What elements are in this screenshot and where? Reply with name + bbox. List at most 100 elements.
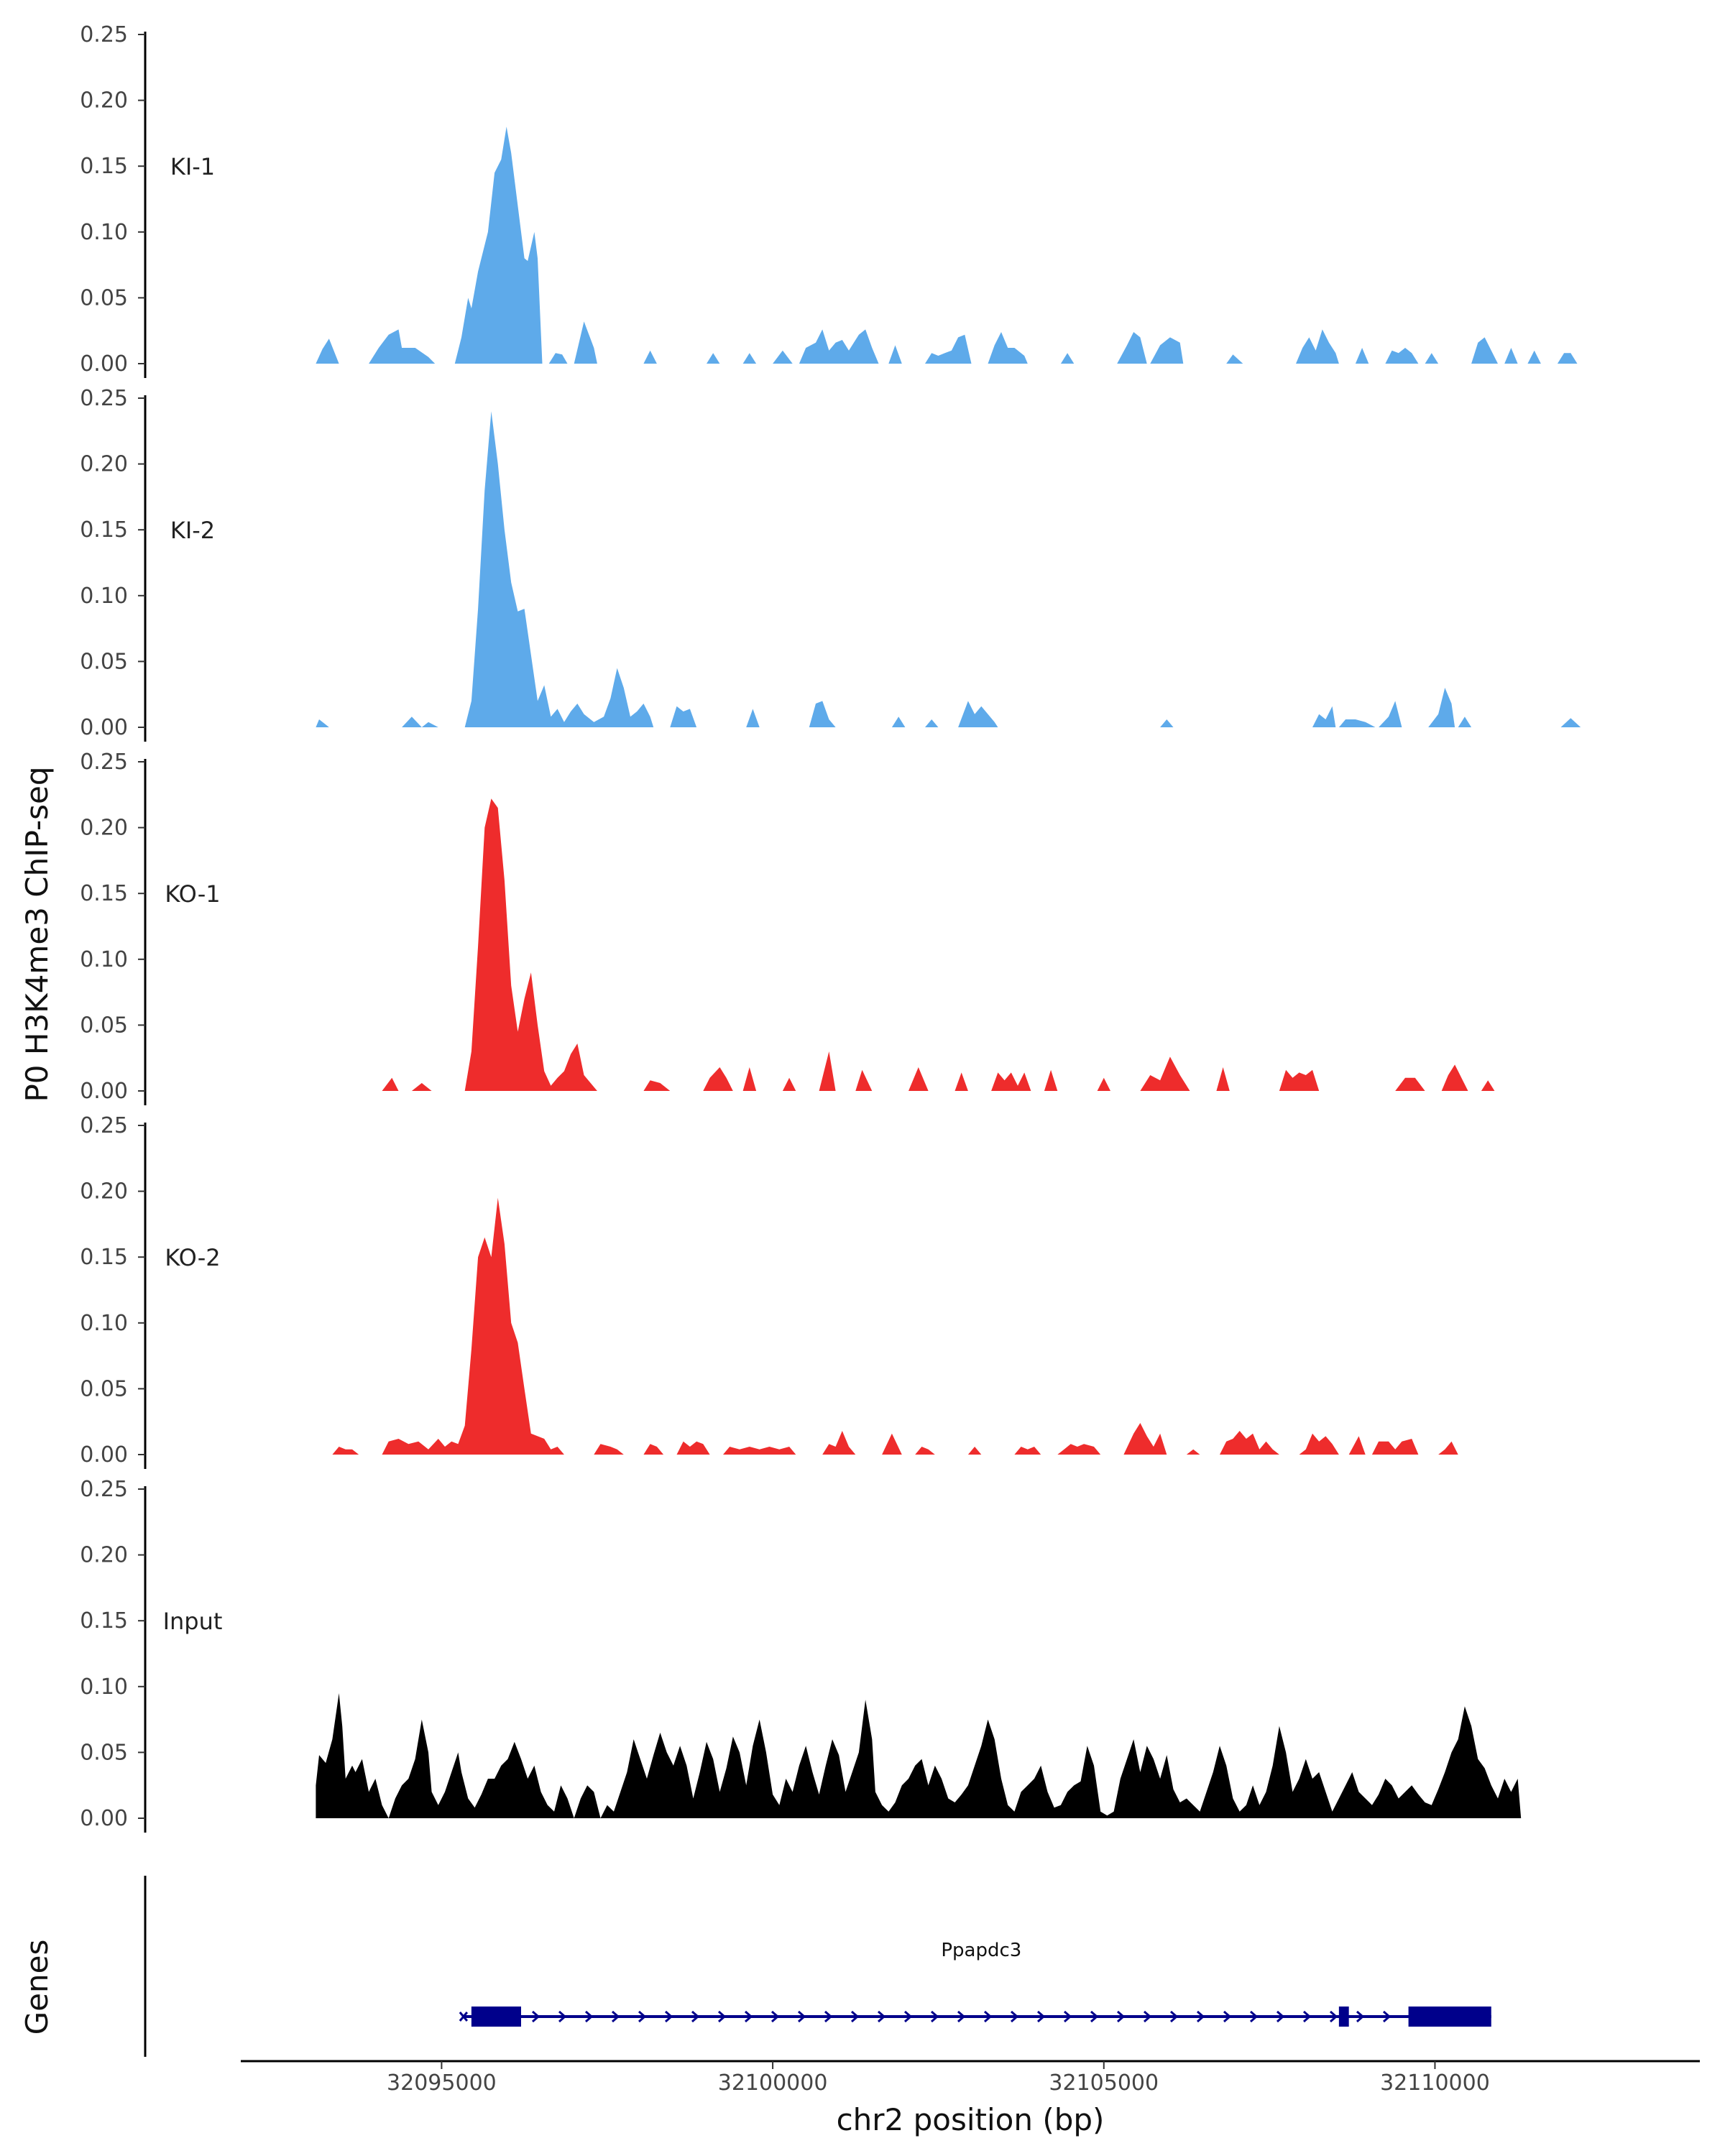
strand-arrow	[903, 2010, 913, 2023]
y-tick-label: 0.15	[80, 1608, 128, 1634]
signal-peak	[1481, 1080, 1495, 1091]
y-tick-label: 0.15	[80, 881, 128, 906]
signal-peak	[594, 1444, 624, 1455]
y-tick-label: 0.15	[80, 517, 128, 543]
y-tick-label: 0.20	[80, 88, 128, 114]
signal-peak	[1504, 348, 1518, 364]
signal-peak	[1471, 337, 1498, 364]
signal-peak	[1425, 353, 1439, 364]
gene-exon	[1338, 2007, 1349, 2027]
strand-arrow	[797, 2010, 806, 2023]
y-tick-label: 0.10	[80, 947, 128, 972]
signal-peak	[782, 1077, 796, 1091]
y-tick-label: 0.25	[80, 1477, 128, 1502]
strand-arrow	[1090, 2010, 1099, 2023]
y-tick-label: 0.00	[80, 1079, 128, 1104]
track-input: 0.00 0.05 0.10 0.15 0.20 0.25 Input	[80, 1477, 1522, 1833]
track-label: KI-1	[170, 153, 215, 180]
signal-peak	[1438, 1441, 1458, 1455]
signal-peak	[670, 706, 697, 727]
signal-peak	[1150, 337, 1184, 364]
signal-peak	[742, 353, 757, 364]
signal-peak	[382, 1197, 564, 1455]
x-tick-label: 32105000	[1049, 2070, 1159, 2096]
signal-peak	[1279, 1069, 1320, 1091]
y-tick-label: 0.00	[80, 1442, 128, 1468]
x-tick-label: 32100000	[718, 2070, 828, 2096]
x-axis-title: chr2 position (bp)	[837, 2102, 1105, 2137]
tracks-layer: 0.00 0.05 0.10 0.15 0.20 0.25 KI-1 0.00 0.05 0.10…	[80, 22, 1581, 1833]
track-label: KI-2	[170, 517, 215, 544]
signal-peak	[388, 1719, 574, 1818]
track-ko-1: 0.00 0.05 0.10 0.15 0.20 0.25 KO-1	[80, 750, 1495, 1105]
genes-axis-title: Genes	[19, 1940, 55, 2035]
strand-arrow	[1356, 2010, 1365, 2023]
y-tick-label: 0.00	[80, 715, 128, 740]
signal-peak	[1226, 354, 1243, 364]
signal-peak	[773, 350, 793, 364]
y-tick-label: 0.15	[80, 154, 128, 179]
signal-peak	[925, 334, 972, 364]
strand-arrow	[1382, 2010, 1392, 2023]
strand-arrow	[1036, 2010, 1046, 2023]
signal-peak	[1216, 1067, 1230, 1091]
signal-peak	[822, 1431, 856, 1455]
strand-arrow	[1063, 2010, 1072, 2023]
track-label: KO-1	[165, 880, 220, 908]
signal-peak	[369, 329, 436, 364]
signal-peak	[464, 798, 597, 1091]
strand-arrow	[1329, 2010, 1338, 2023]
strand-arrow	[584, 2010, 594, 2023]
track-ki-1: 0.00 0.05 0.10 0.15 0.20 0.25 KI-1	[80, 22, 1578, 378]
x-tick-label: 32110000	[1380, 2070, 1490, 2096]
signal-peak	[1441, 1064, 1468, 1091]
signal-peak	[1557, 353, 1578, 364]
signal-peak	[548, 353, 568, 364]
signal-peak	[809, 701, 836, 727]
signal-peak	[1097, 1077, 1110, 1091]
signal-peak	[1385, 348, 1419, 364]
y-tick-label: 0.25	[80, 22, 128, 47]
signal-peak	[382, 1077, 399, 1091]
y-tick-label: 0.20	[80, 816, 128, 841]
signal-peak	[643, 1080, 671, 1091]
strand-arrow	[531, 2010, 540, 2023]
signal-peak	[1296, 329, 1339, 364]
signal-peak	[316, 338, 339, 364]
signal-peak	[316, 719, 329, 727]
y-tick-label: 0.25	[80, 1113, 128, 1138]
signal-peak	[332, 1447, 359, 1455]
strand-arrow	[717, 2010, 727, 2023]
signal-peak	[1428, 688, 1455, 727]
strand-arrow	[1196, 2010, 1205, 2023]
strand-arrow	[664, 2010, 673, 2023]
signal-peak	[908, 1067, 929, 1091]
track-ki-2: 0.00 0.05 0.10 0.15 0.20 0.25 KI-2	[80, 386, 1581, 742]
strand-arrow	[744, 2010, 753, 2023]
y-tick-label: 0.15	[80, 1245, 128, 1270]
track-ko-2: 0.00 0.05 0.10 0.15 0.20 0.25 KO-2	[80, 1113, 1458, 1469]
signal-peak	[891, 717, 906, 727]
signal-peak	[991, 1072, 1031, 1091]
signal-peak	[1355, 348, 1369, 364]
signal-peak	[421, 722, 438, 727]
signal-peak	[703, 1067, 733, 1091]
signal-peak	[954, 1072, 968, 1091]
signal-peak	[1371, 1439, 1419, 1455]
signal-peak	[1060, 353, 1075, 364]
y-tick-label: 0.20	[80, 452, 128, 477]
y-tick-label: 0.05	[80, 1740, 128, 1765]
signal-peak	[1527, 350, 1541, 364]
signal-peak	[411, 1083, 432, 1091]
signal-peak	[723, 1447, 796, 1455]
signal-peak	[799, 329, 879, 364]
strand-arrow	[1223, 2010, 1232, 2023]
strand-arrow	[770, 2010, 780, 2023]
y-tick-label: 0.25	[80, 750, 128, 775]
signal-peak	[600, 1700, 1522, 1818]
signal-peak	[676, 1441, 710, 1455]
track-label: KO-2	[165, 1244, 220, 1271]
signal-peak	[1044, 1069, 1058, 1091]
signal-peak	[1395, 1077, 1425, 1091]
gene-exon	[471, 2007, 521, 2027]
